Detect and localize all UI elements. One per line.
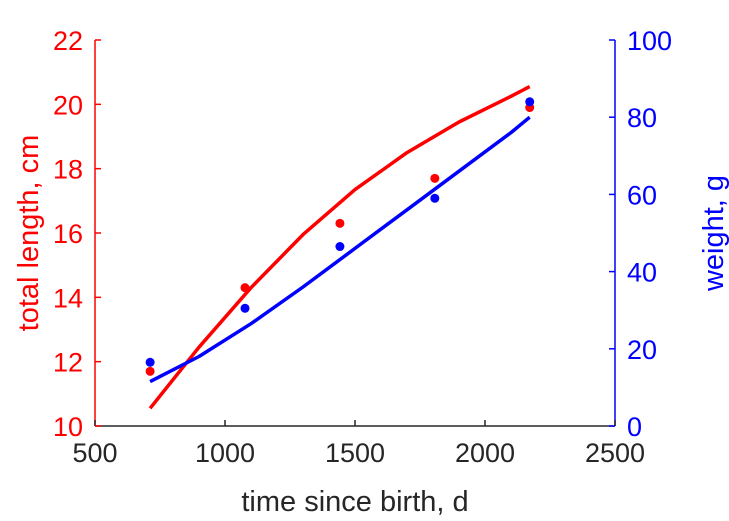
y-right-tick-label: 80	[627, 103, 657, 133]
y-right-tick-label: 40	[627, 258, 657, 288]
y-left-tick-label: 14	[53, 283, 83, 313]
data-point-right	[145, 357, 155, 367]
y-axis-right-label: weight, g	[698, 175, 729, 292]
data-point-right	[335, 242, 345, 252]
y-left-tick-label: 20	[53, 90, 83, 120]
data-point-left	[145, 366, 155, 376]
axes	[94, 39, 616, 427]
y-left-tick-label: 16	[53, 219, 83, 249]
y-right-tick-label: 60	[627, 180, 657, 210]
y-right-tick-label: 20	[627, 335, 657, 365]
y-right-tick-label: 100	[627, 26, 672, 56]
y-left-tick-label: 22	[53, 26, 83, 56]
data-points	[145, 97, 535, 376]
fit-curves	[148, 85, 531, 410]
y-left-tick-label: 10	[53, 412, 83, 442]
data-point-right	[430, 193, 440, 203]
data-point-left	[430, 173, 440, 183]
fit-line-right	[149, 115, 531, 384]
y-axis-left-label: total length, cm	[13, 135, 45, 332]
x-tick-label: 1500	[325, 438, 385, 468]
x-tick-label: 2000	[455, 438, 515, 468]
x-axis-label: time since birth, d	[241, 486, 468, 518]
data-point-left	[240, 283, 250, 293]
data-point-left	[335, 218, 345, 228]
y-right-tick-label: 0	[627, 412, 642, 442]
x-tick-label: 500	[72, 438, 117, 468]
tick-labels: 500 1000 1500 2000 2500 10 12 14 16 18 20 22 0 20 40 60…	[53, 26, 672, 468]
data-point-right	[525, 97, 535, 107]
data-point-right	[240, 303, 250, 313]
x-tick-label: 2500	[585, 438, 645, 468]
x-tick-label: 1000	[195, 438, 255, 468]
y-left-tick-label: 12	[53, 348, 83, 378]
y-left-tick-label: 18	[53, 155, 83, 185]
fit-line-left	[148, 85, 531, 410]
